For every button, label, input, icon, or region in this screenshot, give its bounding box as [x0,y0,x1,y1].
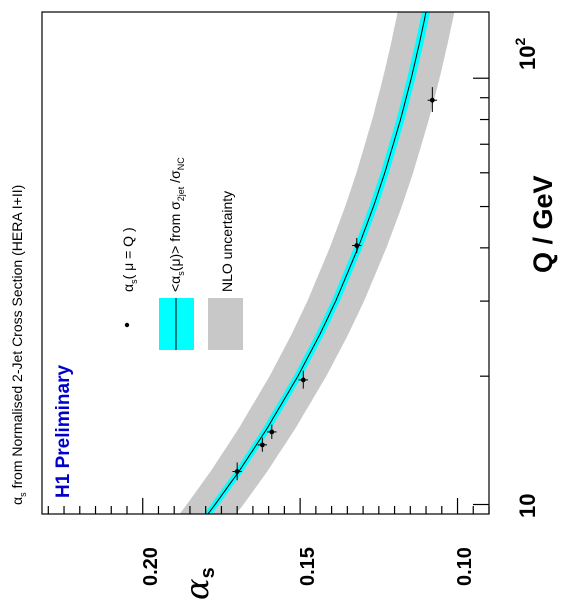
data-point [267,424,277,439]
axis-ticks [47,77,490,514]
legend-label-points: αs( μ = Q ) [120,227,139,292]
legend-label-fit: <αs(μ)> from σ2jet /σNC [167,157,186,292]
legend-nlo-swatch [208,298,243,350]
data-point [232,462,242,481]
point-marker [429,97,435,103]
x-tick-label-10: 10 [515,494,540,518]
y-tick-label-020: 0.20 [140,547,162,586]
point-marker [354,243,360,248]
data-point [427,87,438,113]
point-marker [269,429,275,435]
h1-preliminary-badge: H1 Preliminary [53,365,74,498]
data-points [232,87,438,481]
x-axis-label: Q / GeV [528,175,558,273]
legend-point-marker [124,322,130,328]
data-point [257,437,268,452]
x-tick-label-100: 102 [512,38,540,70]
y-tick-label-015: 0.15 [297,547,319,586]
fit-curve [207,12,427,514]
data-point [298,370,308,389]
plot-frame [41,11,490,515]
nlo-uncertainty-band [179,12,455,514]
chart-title: αs from Normalised 2-Jet Cross Section (… [9,185,28,505]
point-marker [259,442,265,448]
point-marker [234,469,240,474]
legend: αs( μ = Q ) <αs(μ)> from σ2jet /σNC NLO … [120,157,243,350]
y-tick-label-010: 0.10 [454,547,476,586]
data-point [352,237,362,254]
point-marker [300,377,306,383]
y-axis-label: αs [178,567,219,600]
legend-label-nlo: NLO uncertainty [219,191,235,292]
